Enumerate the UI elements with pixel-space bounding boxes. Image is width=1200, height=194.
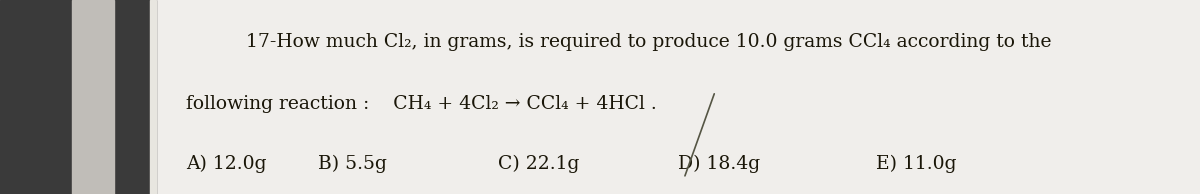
Text: C) 22.1g: C) 22.1g (498, 155, 580, 173)
Text: D) 18.4g: D) 18.4g (678, 155, 760, 173)
Text: 17-How much Cl₂, in grams, is required to produce 10.0 grams CCl₄ according to t: 17-How much Cl₂, in grams, is required t… (246, 33, 1051, 51)
Bar (0, 0, 156, 194)
Bar (72, 0, 114, 194)
Text: A) 12.0g: A) 12.0g (186, 155, 266, 173)
Bar (150, 0, 156, 194)
Text: B) 5.5g: B) 5.5g (318, 155, 386, 173)
Text: following reaction :    CH₄ + 4Cl₂ → CCl₄ + 4HCl .: following reaction : CH₄ + 4Cl₂ → CCl₄ +… (186, 95, 656, 113)
Text: E) 11.0g: E) 11.0g (876, 155, 956, 173)
